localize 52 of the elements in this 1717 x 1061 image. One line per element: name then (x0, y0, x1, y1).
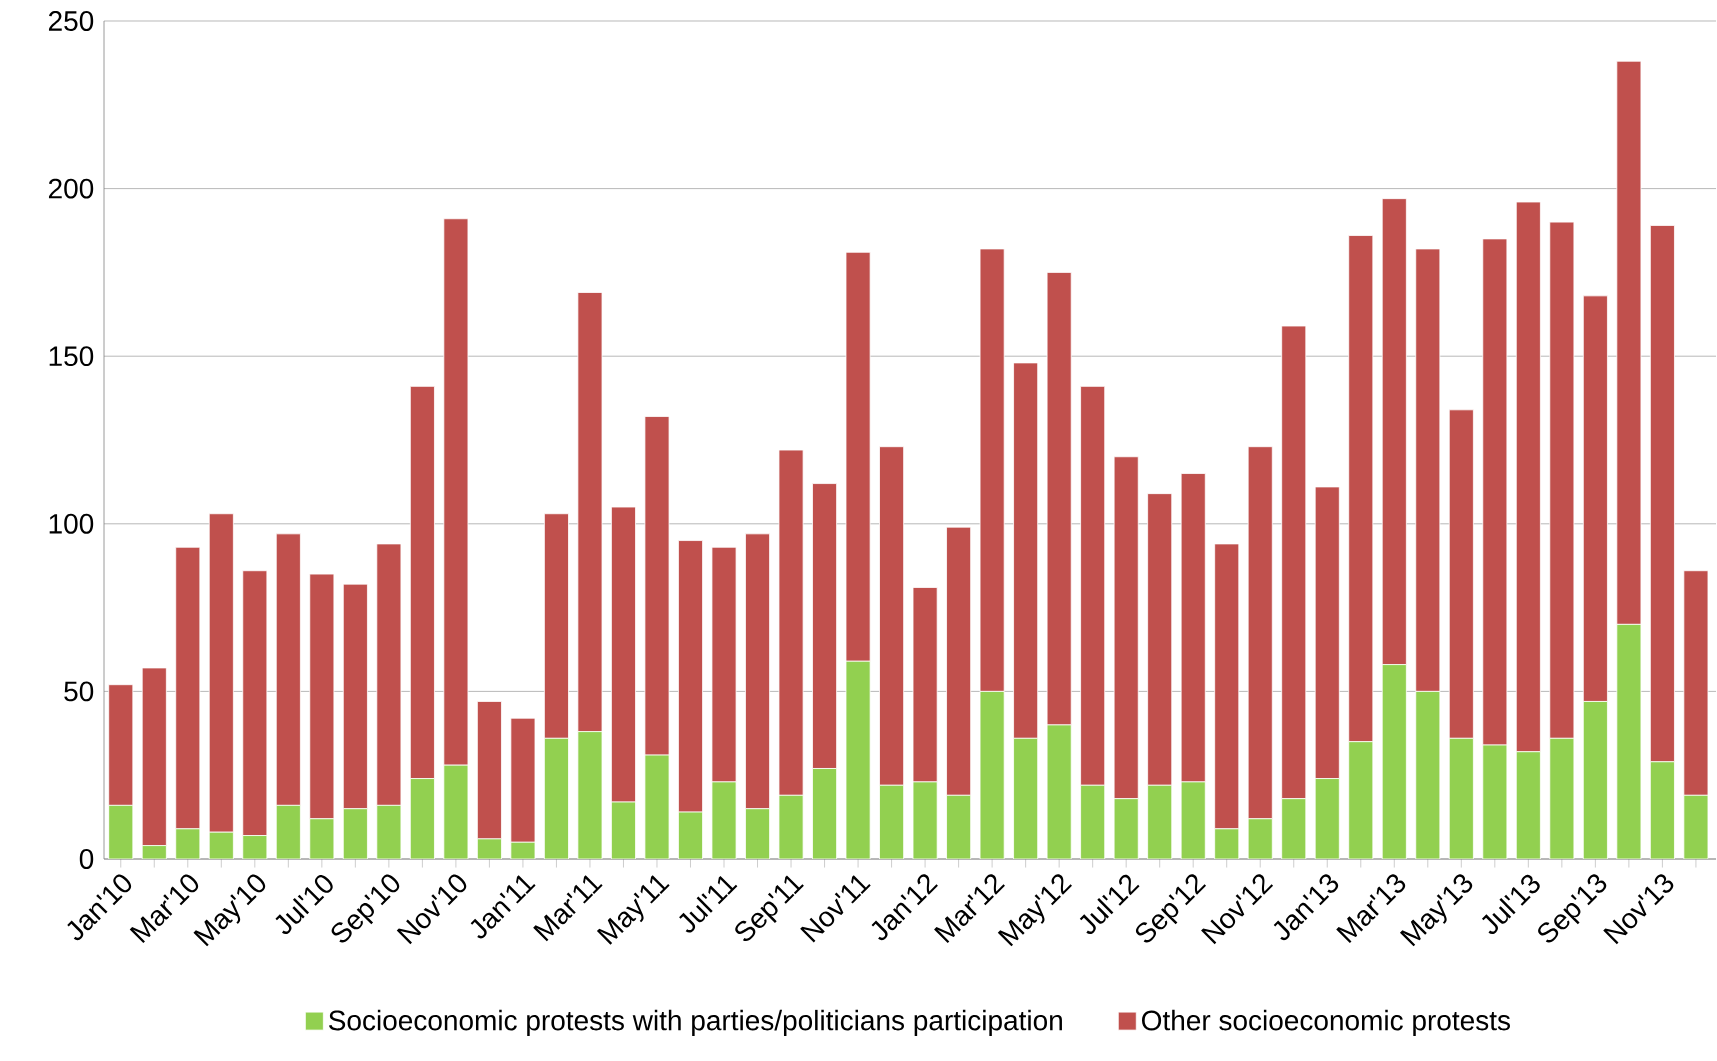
bar (342, 808, 368, 859)
bar (745, 808, 770, 859)
legend-label: Socioeconomic protests with parties/politicians participation (329, 1009, 1062, 1036)
bar (1482, 744, 1508, 859)
bar (912, 781, 938, 859)
bar (476, 701, 502, 840)
bar (577, 731, 603, 859)
bar (845, 660, 871, 859)
bar (1549, 737, 1575, 859)
bar (1247, 818, 1273, 859)
bar (108, 804, 134, 859)
bar (1348, 741, 1374, 859)
bar (1281, 798, 1307, 859)
bar (611, 801, 636, 859)
bar (443, 764, 469, 859)
bar (1415, 691, 1441, 859)
bar (309, 818, 335, 859)
bar (1214, 828, 1240, 859)
y-tick-label: 50 (64, 681, 94, 702)
bar (1113, 798, 1139, 859)
bar (543, 737, 569, 859)
legend-label: Other socioeconomic protests (1141, 1009, 1510, 1036)
bar (409, 778, 435, 859)
bar (175, 828, 201, 859)
bar (510, 717, 536, 843)
bar (979, 691, 1005, 859)
bar (946, 794, 972, 859)
y-tick-label: 250 (48, 11, 94, 31)
bar (1683, 794, 1709, 859)
bar (1582, 701, 1608, 859)
bar (376, 804, 402, 859)
y-tick-label: 150 (49, 346, 94, 367)
bar (1147, 784, 1173, 859)
bar (1180, 781, 1206, 859)
bar (141, 667, 167, 846)
bar (1381, 664, 1407, 859)
bar (1314, 778, 1340, 859)
bar (879, 784, 905, 859)
bar (275, 804, 301, 859)
y-tick-label: 0 (79, 849, 94, 869)
bar (1515, 751, 1541, 859)
bar (644, 754, 670, 859)
bar (678, 811, 703, 859)
bar (1448, 737, 1474, 859)
bar (1616, 623, 1642, 859)
bar (1046, 724, 1072, 859)
bar (1080, 784, 1106, 859)
bar (1013, 737, 1039, 859)
y-tick-label: 100 (49, 513, 94, 534)
bar (1649, 761, 1675, 859)
bar (812, 768, 838, 859)
y-tick-label: 200 (48, 178, 94, 199)
